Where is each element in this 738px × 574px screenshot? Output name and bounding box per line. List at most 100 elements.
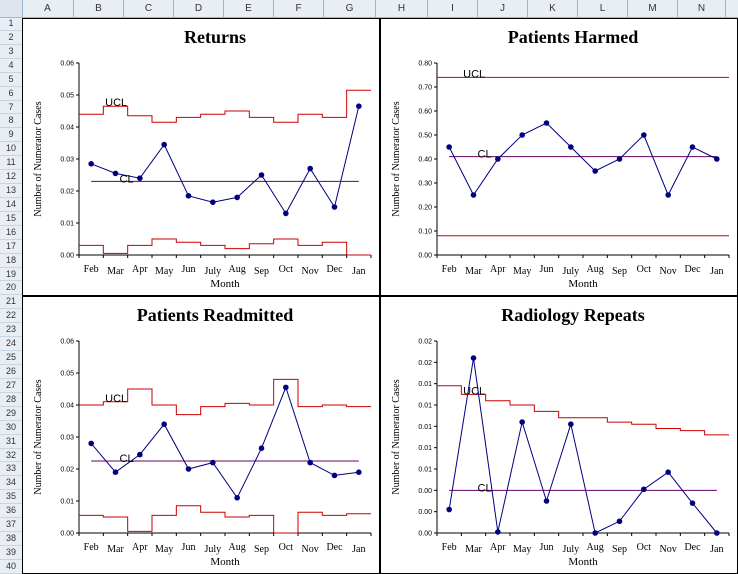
x-tick-label: Sep xyxy=(254,544,269,555)
x-tick-label: May xyxy=(155,266,173,277)
data-point xyxy=(356,103,362,109)
column-header-i[interactable]: I xyxy=(428,0,478,17)
row-header-35[interactable]: 35 xyxy=(0,490,22,505)
row-header-32[interactable]: 32 xyxy=(0,449,22,463)
row-header-22[interactable]: 22 xyxy=(0,309,22,324)
data-point xyxy=(665,192,671,198)
x-axis-label: Month xyxy=(210,278,240,290)
chart-returns[interactable]: Returns 0.00 0.01 0.02 0.03 0.04 0.05 0.06 Feb Ma… xyxy=(22,18,380,296)
row-header-20[interactable]: 20 xyxy=(0,281,22,296)
column-header-e[interactable]: E xyxy=(224,0,274,17)
x-tick-label: Nov xyxy=(660,266,677,277)
row-header-28[interactable]: 28 xyxy=(0,393,22,407)
data-point xyxy=(137,175,143,181)
column-header-l[interactable]: L xyxy=(578,0,628,17)
row-header-16[interactable]: 16 xyxy=(0,226,22,240)
lcl-line xyxy=(79,238,371,256)
x-tick-label: July xyxy=(562,544,579,555)
series-line xyxy=(448,357,718,534)
y-tick-label: 0.30 xyxy=(418,181,432,188)
x-tick-label: Jun xyxy=(540,264,554,275)
column-header-c[interactable]: C xyxy=(124,0,174,17)
data-point xyxy=(283,384,289,391)
data-point xyxy=(112,170,119,177)
data-point xyxy=(185,466,192,472)
column-header-k[interactable]: K xyxy=(528,0,578,17)
row-header-34[interactable]: 34 xyxy=(0,476,22,491)
x-axis-label: Month xyxy=(568,278,598,290)
column-header-h[interactable]: H xyxy=(376,0,428,17)
data-point xyxy=(543,498,550,504)
x-tick-label: Jun xyxy=(182,542,196,553)
row-header-10[interactable]: 10 xyxy=(0,142,22,157)
row-header-13[interactable]: 13 xyxy=(0,184,22,198)
column-header-d[interactable]: D xyxy=(174,0,224,17)
row-header-17[interactable]: 17 xyxy=(0,240,22,254)
series-line xyxy=(448,122,718,197)
y-tick-label: 0.00 xyxy=(418,253,432,260)
x-axis-label: Month xyxy=(210,556,240,568)
column-header-a[interactable]: A xyxy=(22,0,74,17)
data-point xyxy=(161,421,167,427)
x-axis-label: Month xyxy=(568,556,598,568)
row-header-33[interactable]: 33 xyxy=(0,462,22,477)
row-header-37[interactable]: 37 xyxy=(0,518,22,533)
x-tick-label: Apr xyxy=(132,264,148,275)
chart-patients-harmed[interactable]: Patients Harmed 0.00 0.10 0.20 0.30 0.40 0.50 0… xyxy=(380,18,738,296)
row-header-15[interactable]: 15 xyxy=(0,212,22,226)
chart-patients-readmitted[interactable]: Patients Readmitted 0.00 0.01 0.02 0.03 0.04 0… xyxy=(22,296,380,574)
row-header-3[interactable]: 3 xyxy=(0,45,22,59)
row-header-40[interactable]: 40 xyxy=(0,560,22,574)
row-header-4[interactable]: 4 xyxy=(0,59,22,73)
column-header-g[interactable]: G xyxy=(324,0,376,17)
series-line xyxy=(90,106,360,215)
row-header-36[interactable]: 36 xyxy=(0,504,22,519)
row-header-5[interactable]: 5 xyxy=(0,73,22,87)
x-tick-label: Oct xyxy=(637,264,652,275)
row-header-9[interactable]: 9 xyxy=(0,128,22,143)
x-tick-label: Feb xyxy=(442,264,457,275)
column-header-n[interactable]: N xyxy=(678,0,726,17)
column-header-j[interactable]: J xyxy=(478,0,528,17)
row-header-30[interactable]: 30 xyxy=(0,421,22,435)
row-header-24[interactable]: 24 xyxy=(0,337,22,352)
column-header-f[interactable]: F xyxy=(274,0,324,17)
column-header-b[interactable]: B xyxy=(74,0,124,17)
row-header-21[interactable]: 21 xyxy=(0,295,22,310)
row-header-7[interactable]: 7 xyxy=(0,101,22,115)
x-tick-label: Sep xyxy=(612,544,627,555)
row-header-25[interactable]: 25 xyxy=(0,351,22,365)
data-point xyxy=(689,500,696,506)
row-header-39[interactable]: 39 xyxy=(0,546,22,560)
row-header-26[interactable]: 26 xyxy=(0,365,22,379)
row-header-18[interactable]: 18 xyxy=(0,254,22,268)
sheet-corner[interactable] xyxy=(0,0,23,18)
data-point xyxy=(665,469,671,475)
row-header-8[interactable]: 8 xyxy=(0,114,22,129)
x-tick-label: Feb xyxy=(442,542,457,553)
data-point xyxy=(185,193,192,199)
row-header-29[interactable]: 29 xyxy=(0,407,22,421)
row-header-1[interactable]: 1 xyxy=(0,17,22,31)
row-header-14[interactable]: 14 xyxy=(0,198,22,212)
data-point xyxy=(234,194,240,201)
x-tick-label: Sep xyxy=(612,266,627,277)
chart-title: Radiology Repeats xyxy=(501,305,645,325)
row-header-23[interactable]: 23 xyxy=(0,323,22,338)
y-axis-label: Number of Numerator Cases xyxy=(391,379,402,494)
data-point xyxy=(112,469,119,475)
row-header-31[interactable]: 31 xyxy=(0,435,22,449)
row-header-6[interactable]: 6 xyxy=(0,87,22,101)
chart-radiology-repeats[interactable]: Radiology Repeats 0.00 0.00 0.00 0.01 0.01 0.0… xyxy=(380,296,738,574)
row-header-27[interactable]: 27 xyxy=(0,379,22,393)
row-header-19[interactable]: 19 xyxy=(0,268,22,282)
column-header-m[interactable]: M xyxy=(628,0,678,17)
row-header-38[interactable]: 38 xyxy=(0,532,22,546)
cl-label: CL xyxy=(120,453,134,465)
row-header-2[interactable]: 2 xyxy=(0,31,22,45)
row-header-11[interactable]: 11 xyxy=(0,156,22,171)
x-tick-label: July xyxy=(204,544,221,555)
lcl-line xyxy=(79,505,371,534)
row-header-12[interactable]: 12 xyxy=(0,170,22,185)
x-tick-label: Mar xyxy=(465,544,482,555)
